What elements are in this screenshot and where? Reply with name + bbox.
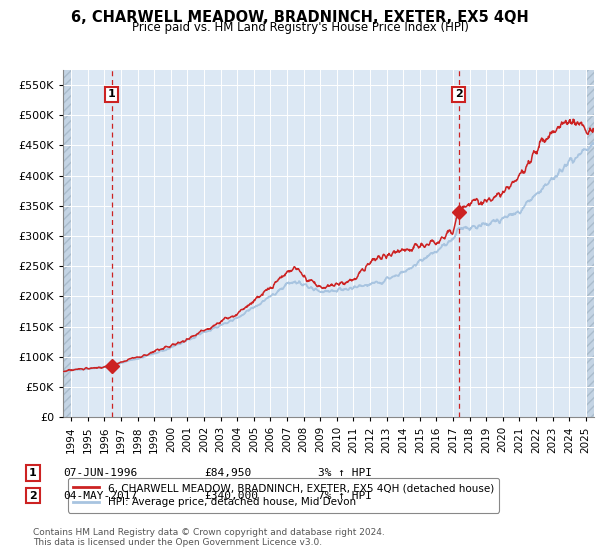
Text: Price paid vs. HM Land Registry's House Price Index (HPI): Price paid vs. HM Land Registry's House … <box>131 21 469 34</box>
Bar <box>63 70 71 417</box>
Text: £84,950: £84,950 <box>204 468 251 478</box>
Legend: 6, CHARWELL MEADOW, BRADNINCH, EXETER, EX5 4QH (detached house), HPI: Average pr: 6, CHARWELL MEADOW, BRADNINCH, EXETER, E… <box>68 478 499 512</box>
Text: 2: 2 <box>29 491 37 501</box>
Text: 7% ↑ HPI: 7% ↑ HPI <box>318 491 372 501</box>
Text: 3% ↑ HPI: 3% ↑ HPI <box>318 468 372 478</box>
Bar <box>586 70 594 417</box>
Text: 1: 1 <box>29 468 37 478</box>
Text: 04-MAY-2017: 04-MAY-2017 <box>63 491 137 501</box>
Text: 07-JUN-1996: 07-JUN-1996 <box>63 468 137 478</box>
Text: 6, CHARWELL MEADOW, BRADNINCH, EXETER, EX5 4QH: 6, CHARWELL MEADOW, BRADNINCH, EXETER, E… <box>71 10 529 25</box>
Text: 1: 1 <box>108 89 116 99</box>
Text: £340,000: £340,000 <box>204 491 258 501</box>
Text: 2: 2 <box>455 89 463 99</box>
Text: Contains HM Land Registry data © Crown copyright and database right 2024.
This d: Contains HM Land Registry data © Crown c… <box>33 528 385 547</box>
